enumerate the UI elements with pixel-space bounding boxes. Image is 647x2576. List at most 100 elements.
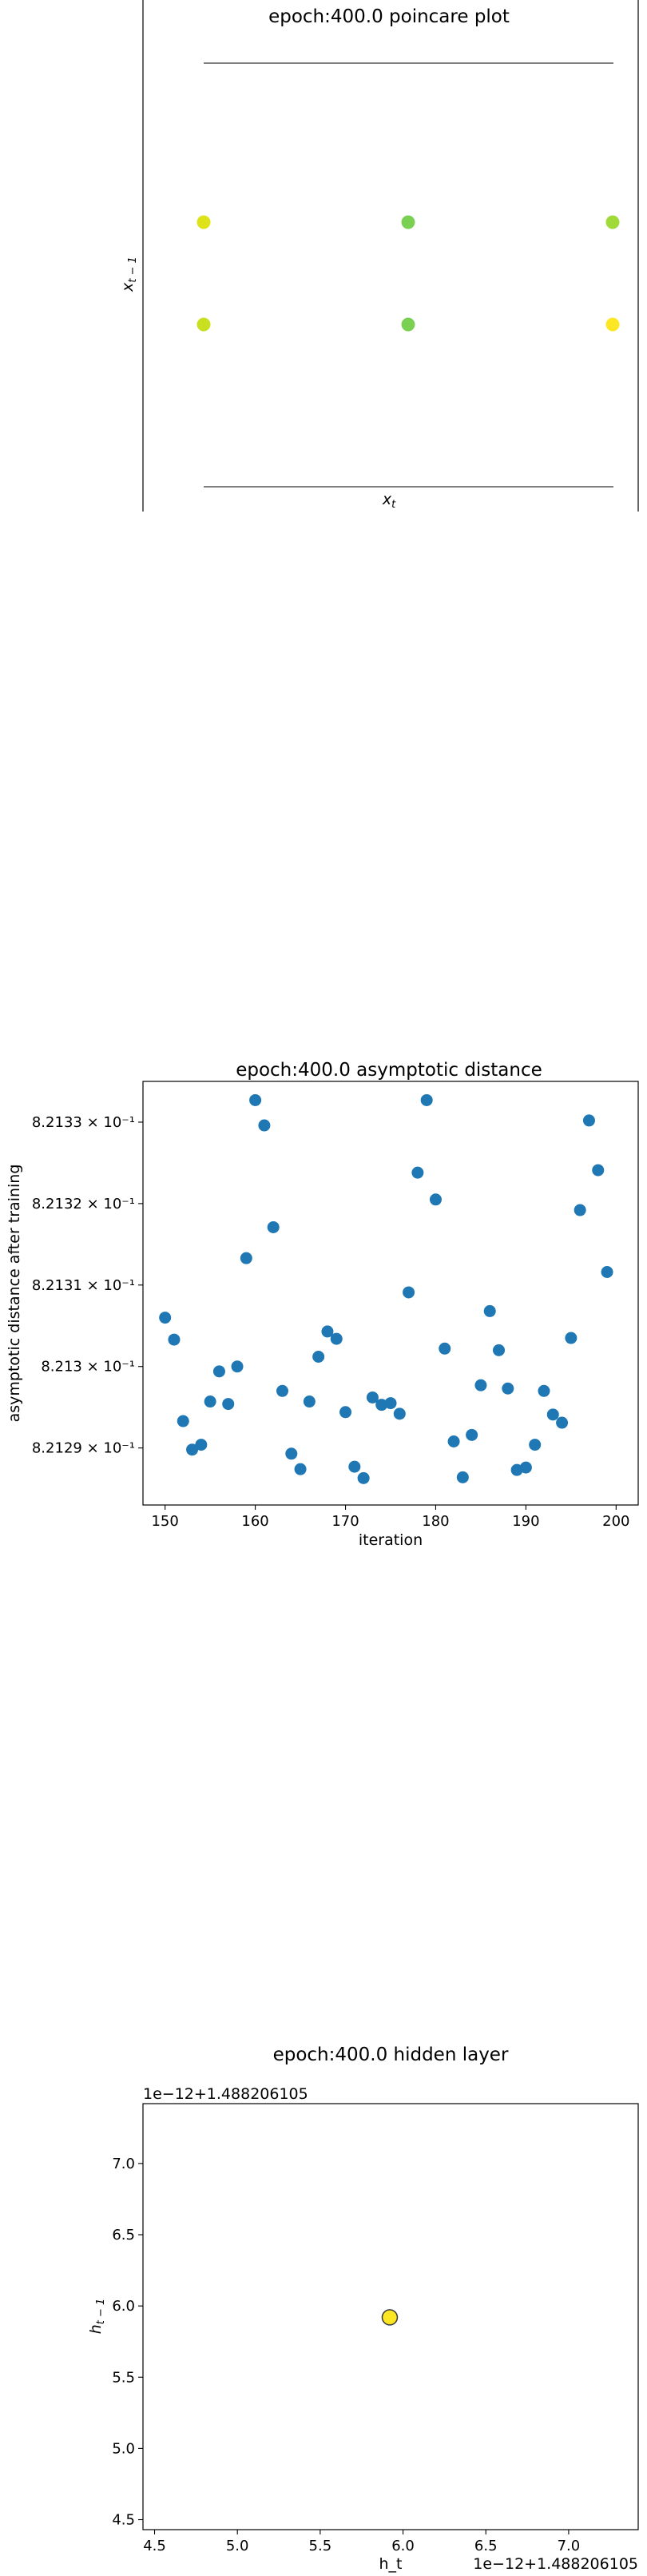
distance-point bbox=[582, 1114, 595, 1127]
distance-point bbox=[529, 1439, 542, 1451]
poincare-panel: epoch:400.0 poincare plot xt xt − 1 bbox=[119, 0, 639, 512]
distance-point bbox=[474, 1379, 487, 1392]
distance-point bbox=[321, 1325, 334, 1338]
x-tick-label: 150 bbox=[151, 1513, 178, 1530]
x-tick-label: 5.5 bbox=[309, 2538, 332, 2554]
distance-point bbox=[285, 1447, 298, 1460]
y-tick-label: 6.0 bbox=[112, 2298, 135, 2315]
distance-point bbox=[366, 1391, 379, 1403]
x-tick-label: 180 bbox=[422, 1513, 449, 1530]
distance-point bbox=[240, 1252, 252, 1264]
distance-point bbox=[249, 1093, 262, 1106]
hidden-x-offset-text: 1e−12+1.488206105 bbox=[473, 2555, 638, 2573]
hidden-y-ticks: 4.5 5.0 5.5 6.0 6.5 7.0 bbox=[112, 2156, 143, 2529]
distance-point bbox=[177, 1415, 189, 1427]
poincare-title: epoch:400.0 poincare plot bbox=[268, 6, 510, 27]
y-tick-label: 8.213 × 10⁻¹ bbox=[41, 1359, 135, 1376]
distance-point bbox=[168, 1333, 181, 1346]
asymptotic-panel: epoch:400.0 asymptotic distance 150 160 17… bbox=[6, 1060, 639, 1549]
distance-point bbox=[601, 1266, 613, 1278]
distance-point bbox=[267, 1220, 280, 1233]
x-tick-label: 7.0 bbox=[558, 2538, 581, 2554]
poincare-points bbox=[196, 215, 620, 332]
distance-point bbox=[384, 1397, 397, 1410]
distance-point bbox=[456, 1471, 469, 1483]
distance-point bbox=[312, 1351, 325, 1363]
x-tick-label: 6.5 bbox=[474, 2538, 498, 2554]
distance-point bbox=[466, 1428, 478, 1441]
asymptotic-y-ticks: 8.2129 × 10⁻¹ 8.213 × 10⁻¹ 8.2131 × 10⁻¹ 8.… bbox=[32, 1114, 143, 1457]
distance-point bbox=[294, 1463, 307, 1475]
distance-point bbox=[204, 1395, 216, 1408]
asymptotic-ylabel: asymptotic distance after training bbox=[6, 1165, 23, 1423]
hidden-xlabel: h_t bbox=[379, 2555, 403, 2573]
distance-point bbox=[212, 1365, 225, 1378]
distance-point bbox=[231, 1360, 244, 1373]
distance-point bbox=[439, 1342, 451, 1355]
asymptotic-title: epoch:400.0 asymptotic distance bbox=[236, 1060, 542, 1081]
x-tick-label: 200 bbox=[602, 1513, 629, 1530]
hidden-point bbox=[381, 2309, 399, 2326]
y-tick-label: 8.2133 × 10⁻¹ bbox=[32, 1114, 135, 1131]
distance-point bbox=[447, 1435, 460, 1447]
distance-point bbox=[519, 1461, 532, 1474]
distance-point bbox=[592, 1164, 605, 1177]
hidden-y-offset-text: 1e−12+1.488206105 bbox=[143, 2085, 308, 2103]
poincare-xlabel: xt bbox=[382, 491, 396, 511]
hidden-panel: epoch:400.0 hidden layer 1e−12+1.4882061… bbox=[87, 2044, 639, 2573]
distance-point bbox=[330, 1332, 343, 1345]
poincare-point bbox=[605, 317, 620, 332]
distance-point bbox=[510, 1463, 523, 1476]
distance-point bbox=[565, 1332, 578, 1344]
distance-point bbox=[556, 1416, 569, 1429]
poincare-point bbox=[401, 317, 415, 332]
x-tick-label: 160 bbox=[241, 1513, 268, 1530]
x-tick-label: 190 bbox=[512, 1513, 539, 1530]
distance-point bbox=[483, 1304, 496, 1317]
distance-point bbox=[574, 1204, 586, 1216]
asymptotic-axes-frame bbox=[142, 1081, 639, 1506]
distance-point bbox=[339, 1406, 352, 1419]
distance-point bbox=[303, 1395, 316, 1408]
poincare-point bbox=[196, 317, 211, 332]
y-tick-label: 6.5 bbox=[112, 2227, 135, 2244]
y-tick-label: 7.0 bbox=[112, 2156, 135, 2172]
hidden-ylabel: ht − 1 bbox=[87, 2299, 107, 2335]
asymptotic-points bbox=[159, 1093, 613, 1484]
x-tick-label: 170 bbox=[331, 1513, 359, 1530]
x-tick-label: 6.0 bbox=[391, 2538, 415, 2554]
y-tick-label: 8.2131 × 10⁻¹ bbox=[32, 1277, 135, 1294]
y-tick-label: 5.0 bbox=[112, 2440, 135, 2457]
distance-point bbox=[393, 1407, 406, 1420]
hidden-x-ticks: 4.5 5.0 5.5 6.0 6.5 7.0 bbox=[143, 2530, 580, 2554]
distance-point bbox=[538, 1384, 550, 1397]
poincare-point bbox=[401, 215, 415, 229]
distance-point bbox=[502, 1382, 514, 1395]
distance-point bbox=[222, 1398, 235, 1411]
distance-point bbox=[186, 1443, 199, 1456]
distance-point bbox=[546, 1408, 559, 1421]
y-tick-label: 4.5 bbox=[112, 2512, 135, 2529]
distance-point bbox=[195, 1439, 208, 1451]
distance-point bbox=[258, 1119, 271, 1132]
distance-point bbox=[375, 1399, 388, 1411]
x-tick-label: 4.5 bbox=[143, 2538, 166, 2554]
poincare-point bbox=[196, 215, 211, 229]
distance-point bbox=[420, 1093, 433, 1106]
asymptotic-x-ticks: 150 160 170 180 190 200 bbox=[151, 1505, 630, 1530]
y-tick-label: 8.2132 × 10⁻¹ bbox=[32, 1196, 135, 1212]
y-tick-label: 8.2129 × 10⁻¹ bbox=[32, 1440, 135, 1457]
distance-point bbox=[411, 1166, 424, 1179]
hidden-title: epoch:400.0 hidden layer bbox=[273, 2044, 509, 2065]
distance-point bbox=[357, 1471, 370, 1484]
distance-point bbox=[348, 1460, 361, 1473]
hidden-axes-frame bbox=[142, 2103, 639, 2530]
distance-point bbox=[493, 1344, 506, 1356]
hidden-points bbox=[381, 2309, 399, 2326]
distance-point bbox=[276, 1384, 288, 1397]
x-tick-label: 5.0 bbox=[226, 2538, 249, 2554]
asymptotic-xlabel: iteration bbox=[359, 1531, 423, 1549]
distance-point bbox=[159, 1312, 172, 1324]
poincare-ylabel: xt − 1 bbox=[119, 257, 139, 293]
